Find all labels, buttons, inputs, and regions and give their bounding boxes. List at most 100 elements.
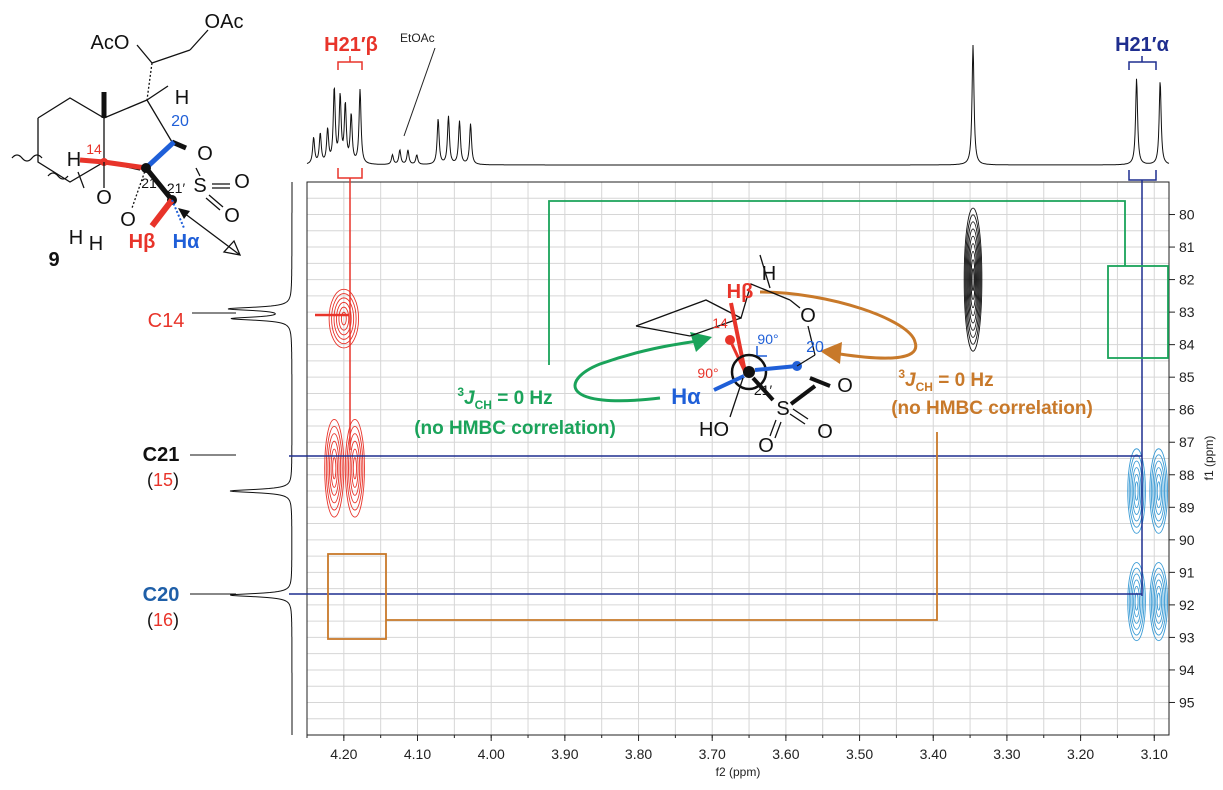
mol-hbeta: Hβ <box>129 231 156 253</box>
newman-o-bottom: O <box>758 435 774 457</box>
mol-halpha: Hα <box>173 231 200 253</box>
cross-peak <box>1149 562 1168 642</box>
newman-o-right: O <box>837 375 853 397</box>
y-tick-label: 93 <box>1179 629 1195 645</box>
green-connector <box>548 200 1126 365</box>
x-tick-label: 4.20 <box>330 746 357 762</box>
newman-hbeta: Hβ <box>727 281 754 303</box>
cross-peak-contour <box>352 457 357 480</box>
cross-peak-contour <box>1134 481 1139 501</box>
newman-o-top: O <box>800 305 816 327</box>
cross-peak-contour <box>1149 562 1168 642</box>
x-tick-label: 3.90 <box>551 746 578 762</box>
c20-label: C20 <box>143 584 180 606</box>
cross-peak-contour <box>344 419 365 518</box>
etoac-pointer <box>403 47 436 137</box>
newman-halpha: Hα <box>671 384 701 409</box>
carbon-spectrum-left <box>227 182 293 735</box>
cross-peak <box>324 419 345 518</box>
x-tick-label: 3.30 <box>993 746 1020 762</box>
y-tick-label: 85 <box>1179 369 1195 385</box>
cross-peak-contour <box>349 440 361 496</box>
newman-center <box>743 366 755 378</box>
cross-peak-contour <box>965 221 981 338</box>
newman-s-bond <box>751 376 775 402</box>
y-tick-label: 81 <box>1179 239 1195 255</box>
cross-peak-contour <box>1131 579 1142 624</box>
y-tick-label: 84 <box>1179 337 1195 353</box>
mol-o3: O <box>224 205 240 227</box>
orange-j-label: 3JCH = 0 Hz <box>898 367 993 394</box>
cross-peaks <box>324 207 1168 642</box>
cross-peak-contour <box>331 293 357 345</box>
h21-beta-bottom-bracket <box>337 168 363 179</box>
h21-alpha-marker: H21′α <box>1115 34 1170 596</box>
mol-n20: 20 <box>171 113 189 130</box>
cross-peak-contour <box>1149 448 1168 534</box>
y-axis-ticks: 80 81 82 83 84 85 86 87 88 89 90 91 92 93 94 95 <box>1169 207 1195 710</box>
c14-label: C14 <box>148 310 185 332</box>
cross-peak-contour <box>1127 448 1146 534</box>
x-axis-ticks: 4.20 4.10 4.00 3.90 3.80 3.70 3.60 3.50 3.40 3.30… <box>306 735 1168 762</box>
cross-peak-contour <box>1153 467 1164 515</box>
newman-angle1: 90° <box>697 365 718 381</box>
h21-beta-marker: H21′β <box>315 34 378 450</box>
cross-peak-contour <box>1128 567 1145 636</box>
x-tick-label: 3.80 <box>625 746 652 762</box>
cross-peak-contour <box>967 235 979 324</box>
green-note: (no HMBC correlation) <box>414 418 616 439</box>
x-axis-label: f2 (ppm) <box>716 765 761 779</box>
cross-peak-contour <box>340 311 347 326</box>
y-tick-label: 92 <box>1179 597 1195 613</box>
y-tick-label: 88 <box>1179 467 1195 483</box>
y-tick-label: 89 <box>1179 499 1195 515</box>
mol-o2: O <box>234 171 250 193</box>
mol-oac: OAc <box>205 11 244 33</box>
cross-peak-contour <box>330 448 338 488</box>
cross-peak-contour <box>328 288 360 349</box>
orange-connector <box>386 432 938 621</box>
h21-alpha-top-bracket <box>1128 61 1157 70</box>
y-tick-label: 90 <box>1179 532 1195 548</box>
newman-n21p: 21′ <box>754 382 773 398</box>
compound-number: 9 <box>48 249 59 271</box>
mol-s: S <box>193 175 206 197</box>
x-tick-label: 3.20 <box>1067 746 1094 762</box>
cross-peak-contour <box>969 251 977 309</box>
y-tick-label: 87 <box>1179 434 1195 450</box>
y-tick-label: 82 <box>1179 272 1195 288</box>
cross-peak-contour <box>1127 562 1146 642</box>
cross-peak-contour <box>1153 579 1164 624</box>
mol-hh: H <box>69 227 83 249</box>
cross-peak-contour <box>1150 454 1167 528</box>
h21-beta-top-bracket <box>337 61 363 70</box>
x-tick-label: 4.10 <box>404 746 431 762</box>
molecule-9-structure: AcO OAc H 20 O 14 H 21 21′ S O O <box>11 11 250 271</box>
plot-grid <box>307 182 1169 735</box>
cross-peak-contour <box>329 440 340 496</box>
mol-aco: AcO <box>91 32 130 54</box>
cross-peak <box>1127 448 1146 534</box>
cross-peak-contour <box>348 433 362 504</box>
h21-beta-label: H21′β <box>324 34 378 56</box>
newman-projection: H O Hβ 14 90° 90° 20 Hα S O 21′ HO O O <box>635 254 853 457</box>
cross-peak-contour <box>1155 473 1163 509</box>
cross-peak-contour <box>1152 460 1166 522</box>
orange-no-correlation-marker: 3JCH = 0 Hz (no HMBC correlation) <box>327 290 1093 640</box>
cross-peak-contour <box>1156 481 1161 501</box>
mol-o1: O <box>197 143 213 165</box>
mol-h-top: H <box>175 87 189 109</box>
cross-peak-contour <box>1150 567 1167 636</box>
x-tick-label: 4.00 <box>478 746 505 762</box>
h21-alpha-bottom-bracket <box>1128 170 1157 181</box>
cross-peak <box>963 207 983 352</box>
plot-frame <box>306 181 1170 736</box>
newman-n14: 14 <box>712 315 728 331</box>
cross-peak-contour <box>325 426 343 511</box>
cross-peak-contour <box>1133 585 1140 618</box>
cross-peak-contour <box>1156 592 1161 611</box>
cross-peak-contour <box>336 301 352 336</box>
cross-peak-contour <box>963 207 983 352</box>
cross-peak-contour <box>966 228 980 331</box>
